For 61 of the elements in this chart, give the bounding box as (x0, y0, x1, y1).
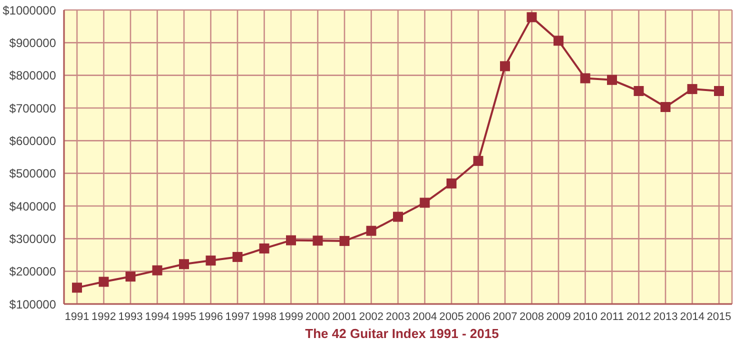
point (554, 36, 564, 46)
y-tick-label: $800000 (9, 68, 56, 83)
x-tick-label: 1999 (278, 310, 304, 323)
point (687, 84, 698, 94)
point (340, 236, 350, 246)
y-tick-label: $100000 (9, 297, 56, 312)
x-tick-label: 1991 (64, 310, 90, 323)
x-tick-label: 2008 (520, 310, 544, 323)
y-tick-label: $500000 (9, 166, 56, 181)
point (152, 265, 162, 276)
x-tick-label: 2006 (466, 310, 490, 323)
x-tick-label: 2015 (706, 310, 732, 323)
y-tick-label: $200000 (9, 264, 56, 279)
point (206, 256, 216, 266)
x-tick-label: 2002 (359, 310, 384, 323)
x-tick-label: 2007 (492, 310, 518, 323)
point (446, 178, 456, 188)
x-tick-label: 1996 (198, 310, 223, 323)
point (473, 156, 484, 166)
x-tick-label: 2010 (573, 310, 598, 323)
point (500, 61, 510, 72)
point (179, 259, 189, 270)
x-tick-label: 1994 (145, 310, 170, 323)
x-tick-label: 2001 (332, 310, 357, 323)
y-tick-label: $700000 (9, 101, 56, 116)
x-tick-label: 1997 (225, 310, 250, 323)
y-tick-label: $400000 (9, 199, 56, 214)
point (634, 86, 644, 96)
y-tick-label: $1000000 (2, 3, 56, 18)
y-tick-label: $600000 (9, 134, 56, 148)
x-tick-label: 2014 (680, 310, 704, 323)
x-tick-label: 2013 (653, 310, 678, 323)
x-tick-label: 2000 (306, 310, 330, 323)
point (714, 86, 724, 96)
x-tick-label: 2003 (386, 310, 410, 323)
point (393, 212, 403, 222)
point (526, 12, 537, 22)
x-tick-label: 2012 (626, 310, 651, 323)
point (366, 226, 376, 236)
y-tick-label: $900000 (9, 36, 56, 50)
x-tick-label: 2005 (439, 310, 464, 323)
point (72, 282, 82, 293)
point (660, 102, 670, 112)
y-tick-label: $300000 (9, 232, 56, 246)
point (126, 272, 136, 282)
x-tick-label: 1992 (92, 310, 116, 323)
point (98, 276, 109, 287)
x-tick-label: 1993 (118, 310, 143, 323)
x-tick-label: 2004 (412, 310, 437, 323)
point (232, 252, 242, 262)
x-tick-label: 2011 (600, 310, 624, 323)
point (286, 235, 296, 246)
x-tick-label: 1995 (172, 310, 196, 323)
x-tick-label: 1998 (252, 310, 276, 323)
point (420, 198, 430, 208)
text: The 42 Guitar Index 1991 - 2015 (304, 326, 500, 341)
point (607, 74, 617, 85)
point (259, 243, 270, 254)
point (580, 73, 590, 84)
point (312, 236, 323, 246)
x-tick-label: 2009 (546, 310, 571, 323)
